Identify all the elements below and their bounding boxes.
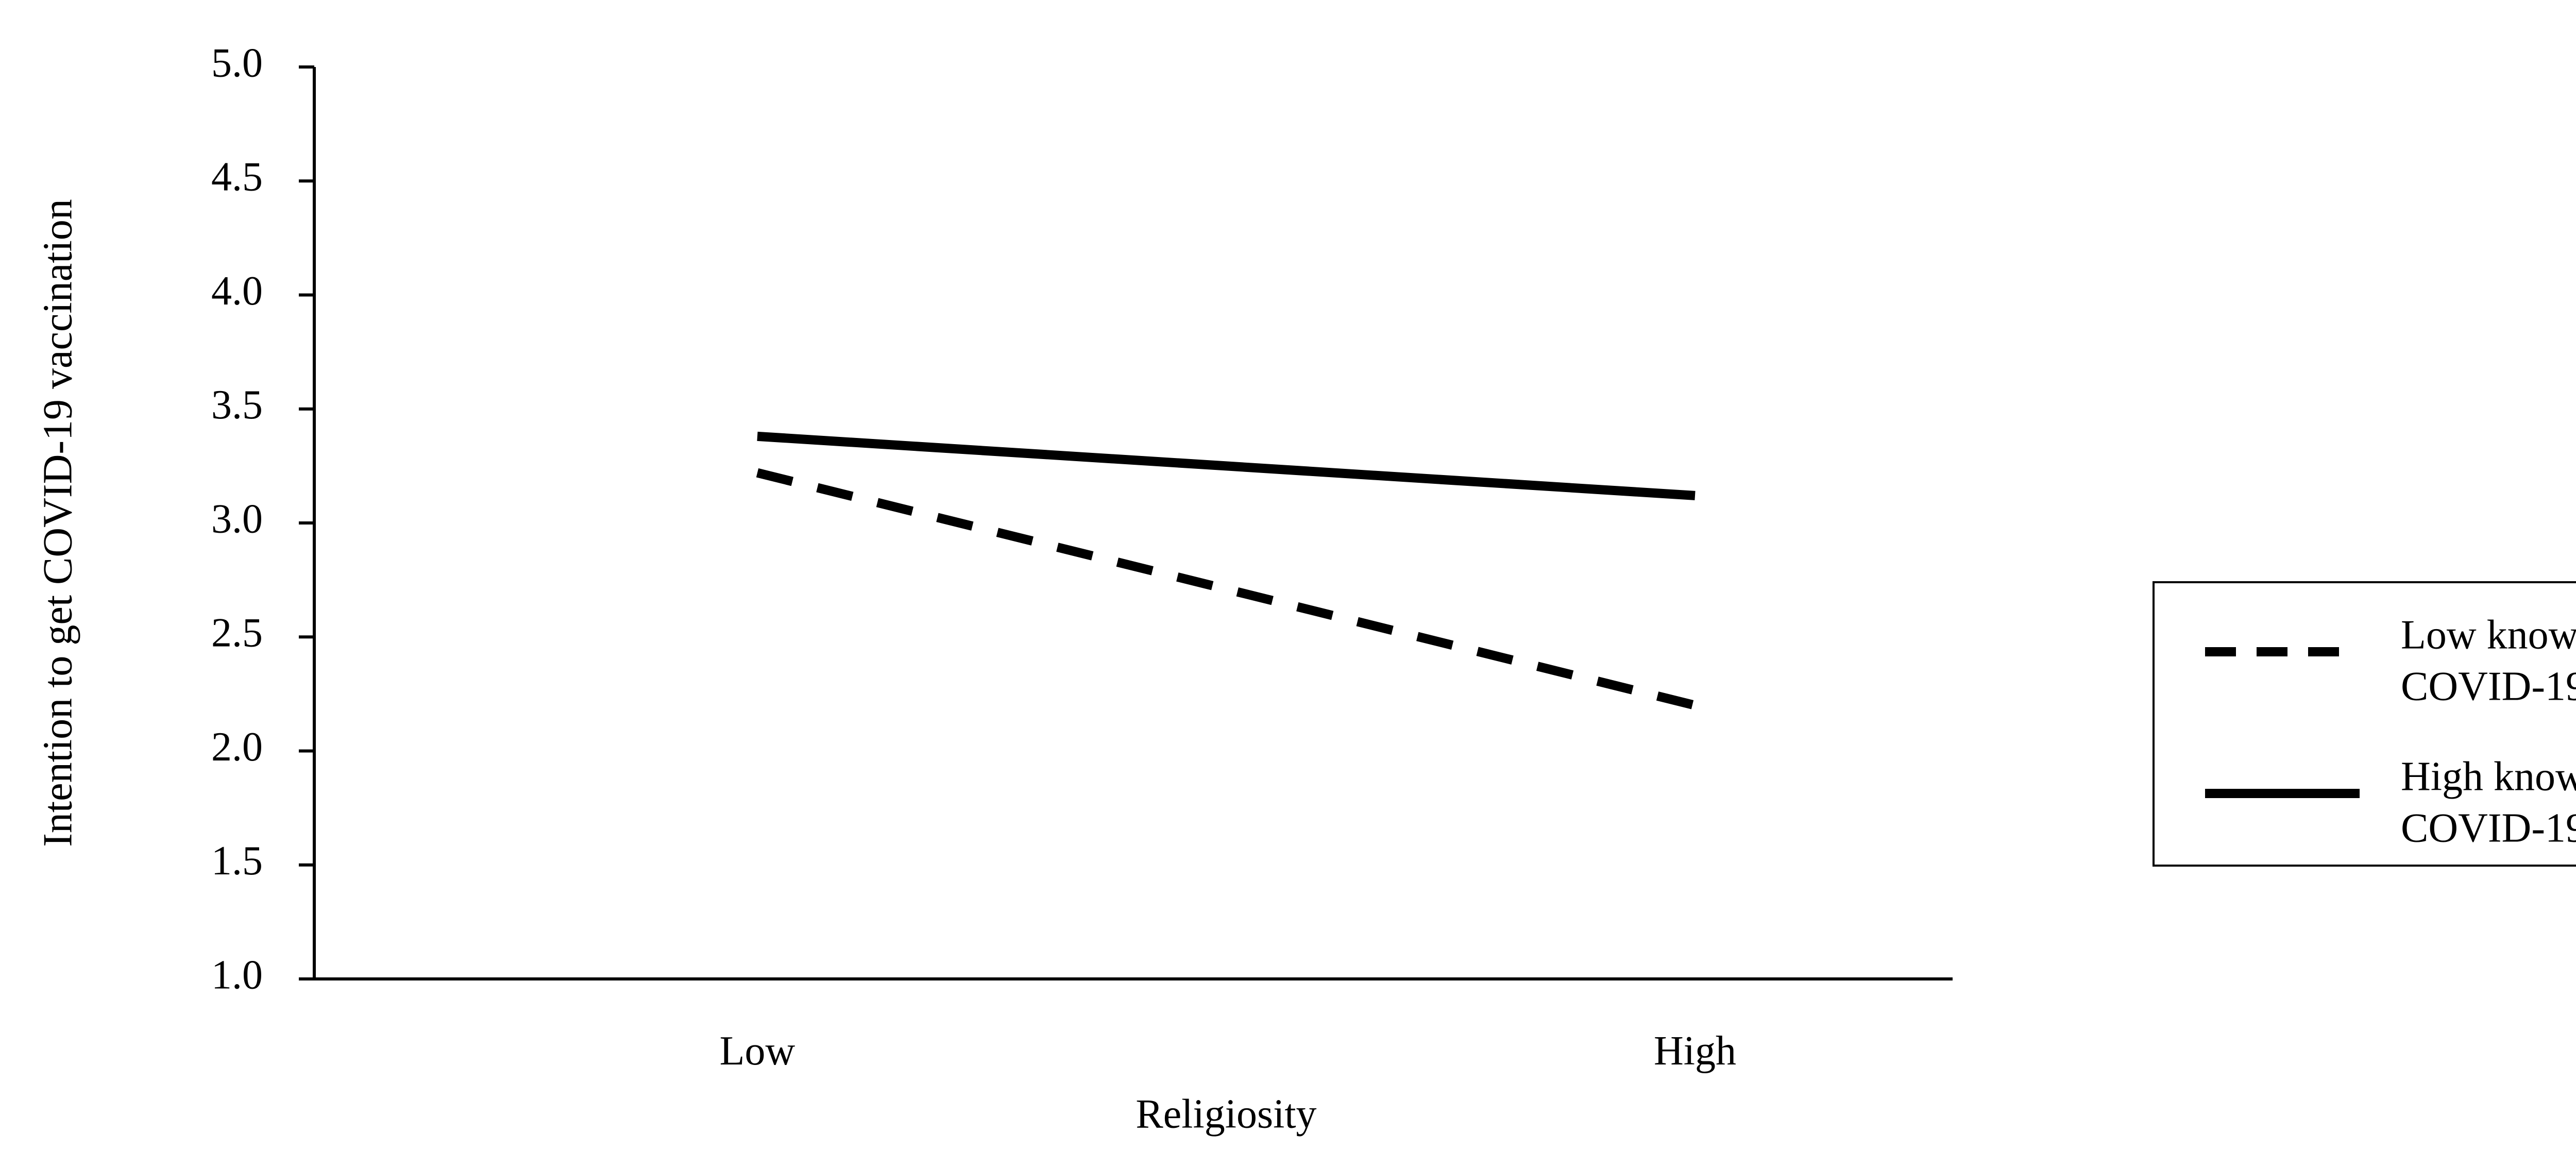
y-tick-label: 5.0 (211, 40, 263, 86)
y-tick-label: 3.5 (211, 382, 263, 428)
y-axis-title: Intention to get COVID-19 vaccination (35, 199, 80, 847)
x-axis-title: Religiosity (1136, 1091, 1316, 1137)
y-tick-label: 1.5 (211, 838, 263, 884)
legend-label: COVID-19 vaccines (2401, 805, 2576, 851)
chart-container: 1.0 1.5 2.0 2.5 3.0 3.5 4.0 4.5 5.0 Intention to … (0, 0, 2576, 1150)
x-tick-label: Low (720, 1028, 795, 1074)
y-tick-label: 3.0 (211, 496, 263, 542)
y-tick-label: 4.5 (211, 155, 263, 200)
y-tick-label: 4.0 (211, 268, 263, 314)
legend-label: Low knowledge about (2401, 612, 2576, 657)
legend-label: High knowledge about (2401, 754, 2576, 799)
y-tick-label: 2.5 (211, 611, 263, 656)
y-tick-label: 1.0 (211, 952, 263, 997)
y-tick-label: 2.0 (211, 724, 263, 770)
legend-label: COVID-19 vaccines (2401, 664, 2576, 709)
interaction-line-chart: 1.0 1.5 2.0 2.5 3.0 3.5 4.0 4.5 5.0 Intention to … (0, 0, 2576, 1150)
x-tick-label: High (1654, 1028, 1736, 1074)
